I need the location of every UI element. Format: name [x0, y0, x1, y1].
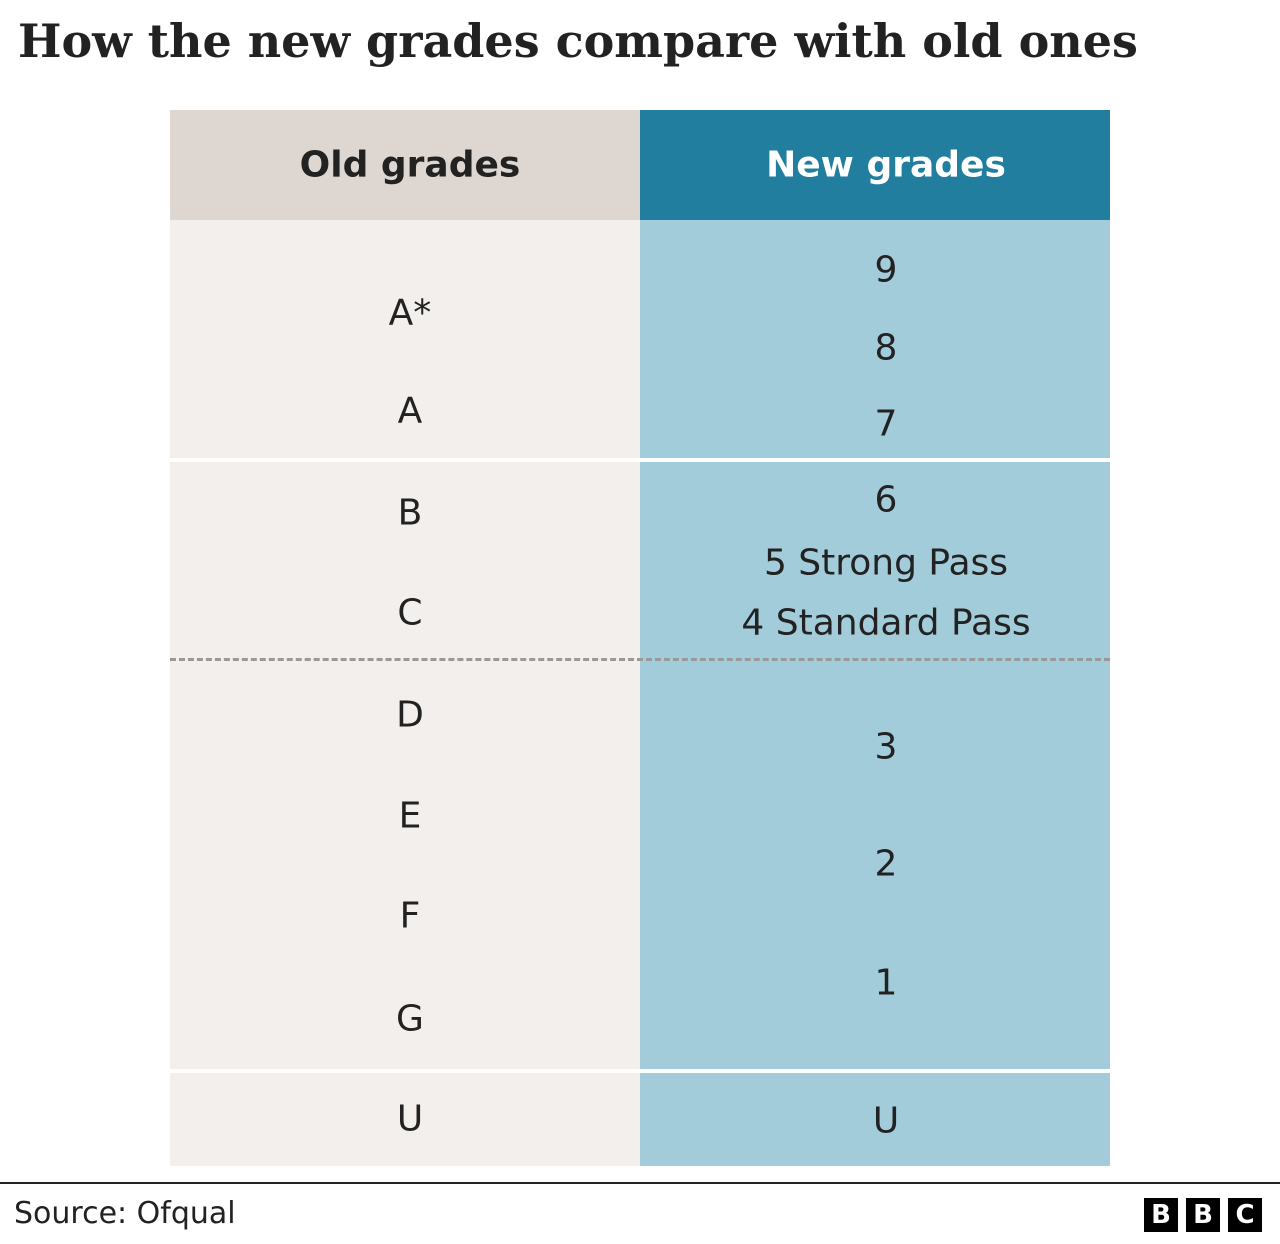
separator: [170, 458, 1110, 462]
logo-letter: B: [1144, 1198, 1178, 1232]
new-grade: 8: [874, 327, 898, 369]
header: New grades: [766, 144, 1006, 186]
source: Source: Ofqual: [14, 1196, 236, 1231]
old-grade: A*: [388, 292, 432, 334]
new-grade: 2: [874, 843, 898, 885]
header: Old grades: [299, 144, 521, 186]
pass-line: [170, 658, 1110, 661]
old-grade: C: [397, 592, 423, 634]
logo-letter: C: [1228, 1198, 1262, 1232]
separator: [170, 1069, 1110, 1073]
old-grade: G: [396, 998, 424, 1040]
new-body-bg: [640, 220, 1110, 1166]
new-grade: 6: [874, 479, 898, 521]
new-grade: 1: [874, 962, 898, 1004]
new-grade: 3: [874, 726, 898, 768]
new-grade: U: [872, 1100, 900, 1142]
new-grade: 4 Standard Pass: [741, 602, 1031, 644]
old-header-bg: [170, 110, 640, 220]
old-grade: A: [397, 390, 423, 432]
new-header-bg: [640, 110, 1110, 220]
new-grade: 9: [874, 249, 898, 291]
title: How the new grades compare with old ones: [18, 14, 1138, 68]
new-grade: 5 Strong Pass: [763, 542, 1009, 584]
old-grade: B: [397, 492, 423, 534]
old-grade: F: [399, 895, 421, 937]
old-grade: U: [396, 1098, 424, 1140]
footer-line: [0, 1182, 1280, 1184]
logo-letter: B: [1186, 1198, 1220, 1232]
old-grade: D: [396, 694, 424, 736]
new-grade: 7: [874, 403, 898, 445]
old-grade: E: [398, 795, 422, 837]
old-body-bg: [170, 220, 640, 1166]
